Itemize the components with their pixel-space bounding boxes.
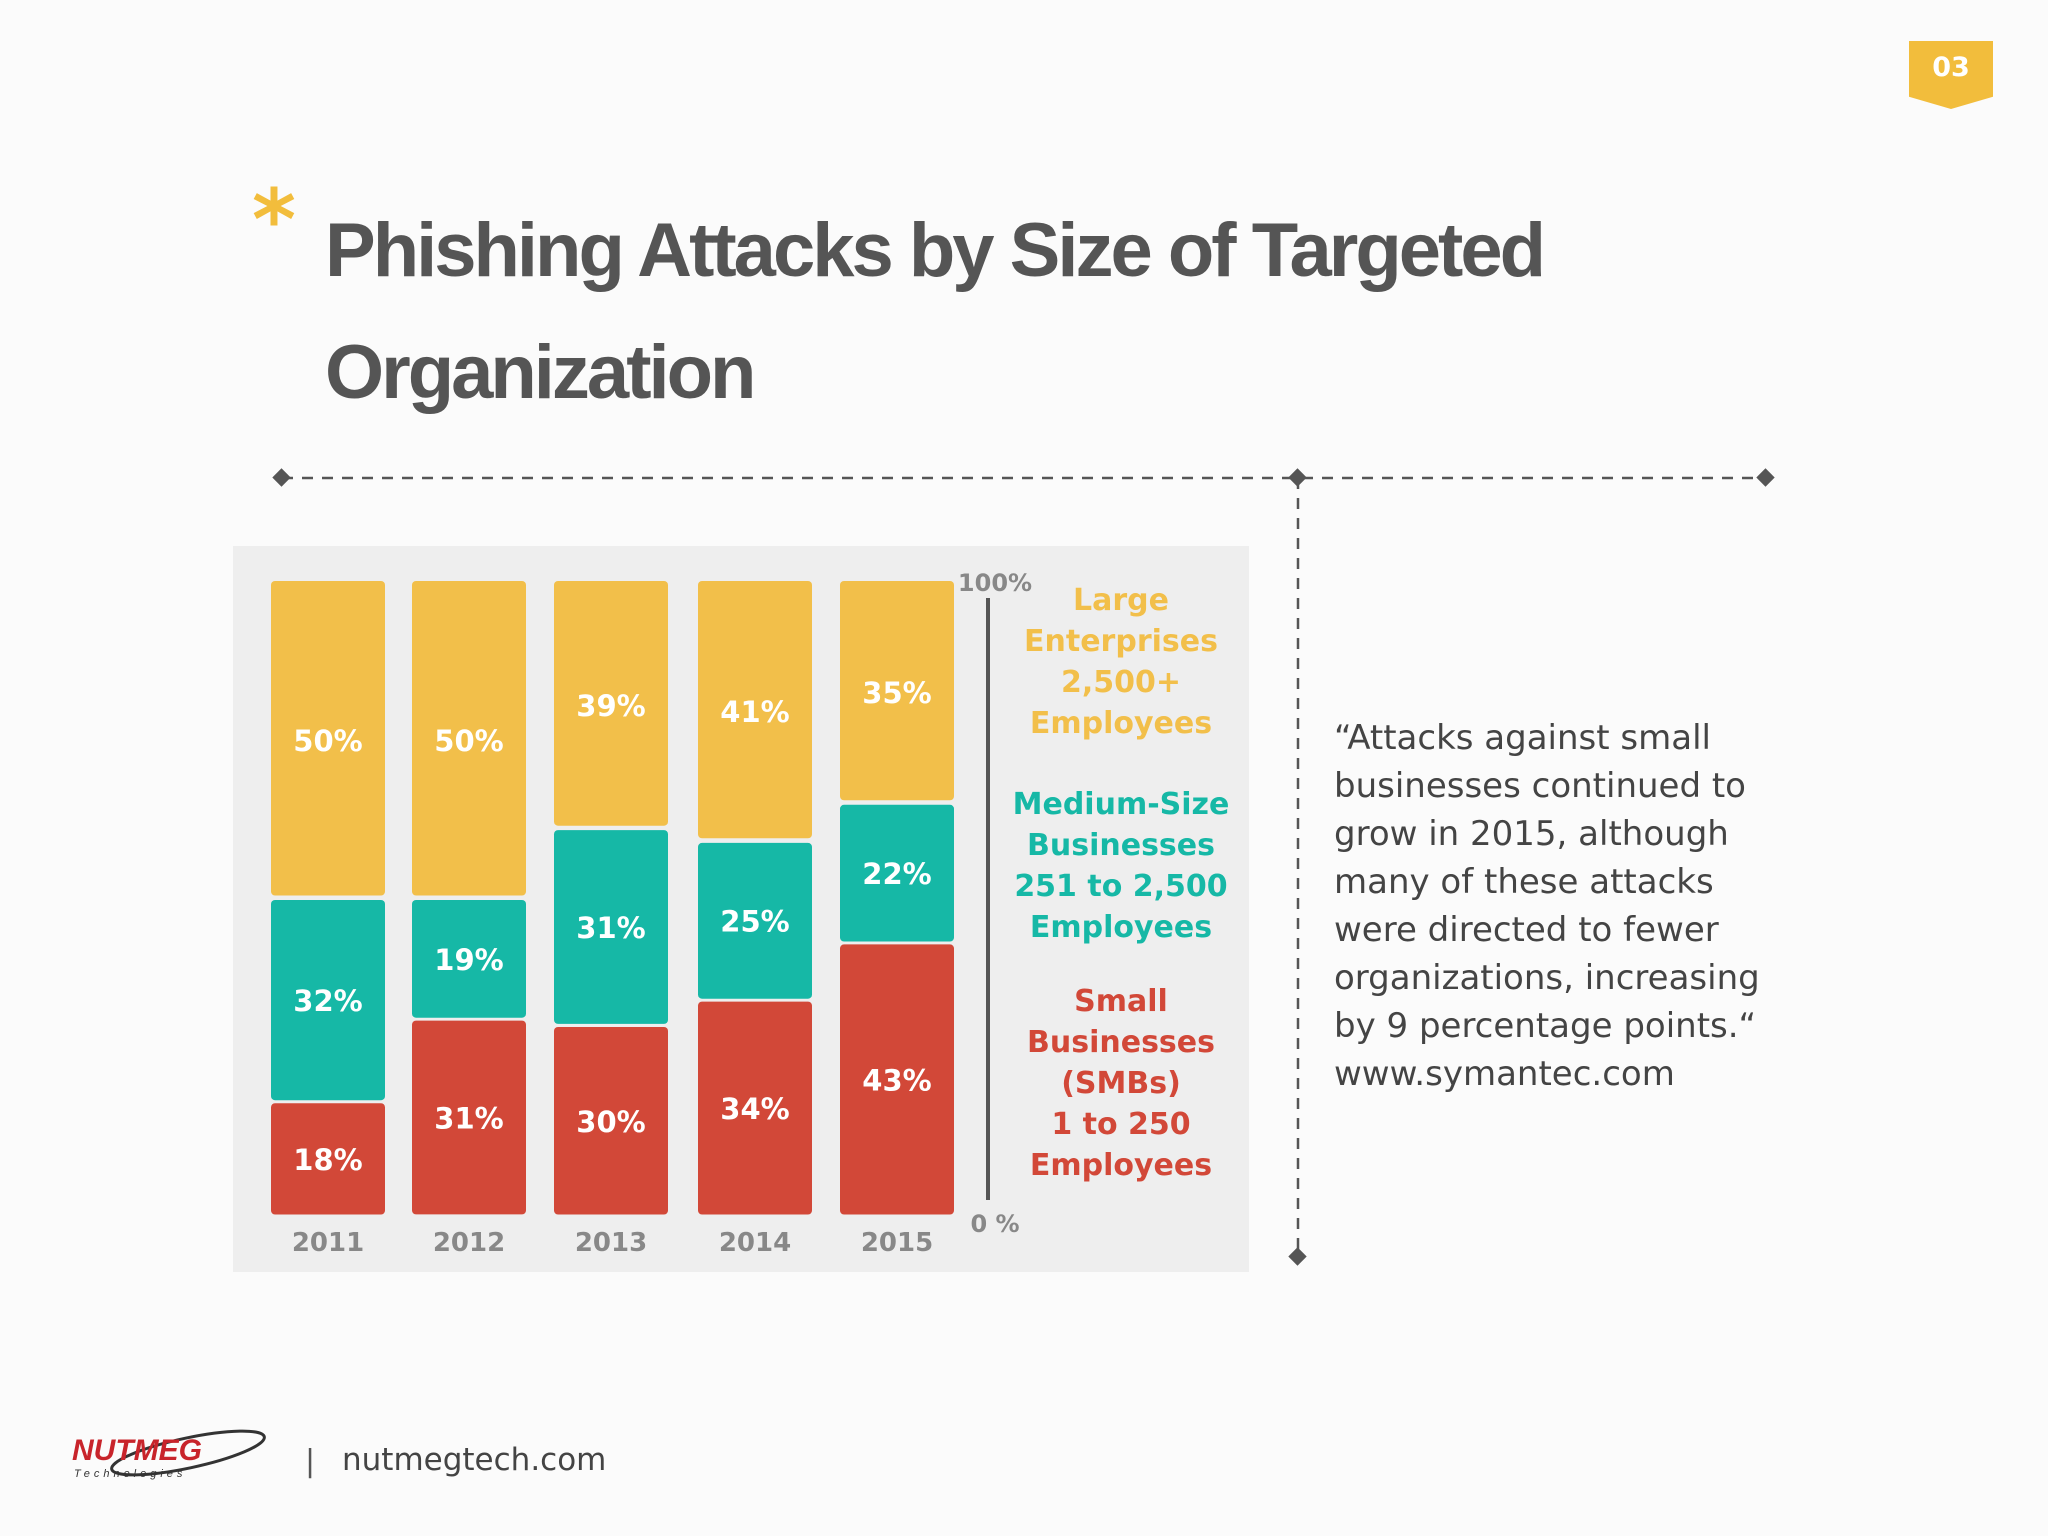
bar-segment xyxy=(840,944,954,1215)
data-label: 25% xyxy=(720,905,789,939)
page-number-badge: 03 xyxy=(1909,41,1993,109)
slide-title: Phishing Attacks by Size of Targeted Org… xyxy=(325,208,1546,415)
y-axis-bottom-label: 0 % xyxy=(970,1210,1019,1238)
quote-line: many of these attacks xyxy=(1334,862,1714,902)
divider-diamond-bottom xyxy=(1288,1247,1307,1266)
legend-label: Enterprises xyxy=(1024,624,1218,659)
divider-diamond-right xyxy=(1756,468,1775,487)
data-label: 34% xyxy=(720,1092,789,1126)
legend-label: Businesses xyxy=(1027,1025,1215,1060)
data-label: 18% xyxy=(293,1143,362,1177)
legend-label: Large xyxy=(1073,583,1169,618)
x-tick-label: 2015 xyxy=(861,1228,933,1258)
bar-segment xyxy=(412,900,526,1018)
bar-segment xyxy=(554,581,668,826)
data-label: 41% xyxy=(720,695,789,729)
bar-segment xyxy=(412,1020,526,1215)
legend-label: Businesses xyxy=(1027,828,1215,863)
bar-segment xyxy=(698,581,812,839)
symantec-quote: “Attacks against small businesses contin… xyxy=(1334,714,1804,1098)
bar-segment xyxy=(271,1103,385,1215)
divider-diamond-middle xyxy=(1288,468,1307,487)
bar-segment xyxy=(271,581,385,896)
data-label: 50% xyxy=(434,724,503,758)
bar-segment xyxy=(412,581,526,896)
logo-text: NUTMEG xyxy=(72,1434,202,1467)
logo-swoosh xyxy=(110,1429,266,1477)
bar-segment xyxy=(271,900,385,1101)
quote-source: www.symantec.com xyxy=(1334,1054,1675,1094)
legend-label: Employees xyxy=(1030,910,1212,945)
quote-line: organizations, increasing xyxy=(1334,958,1760,998)
legend-label: 251 to 2,500 xyxy=(1014,869,1227,904)
data-label: 31% xyxy=(434,1102,503,1136)
legend-label: (SMBs) xyxy=(1061,1066,1181,1101)
x-tick-label: 2013 xyxy=(575,1228,647,1258)
bar-segment xyxy=(554,1027,668,1215)
divider-diamond-left xyxy=(272,468,291,487)
bar-segment xyxy=(698,842,812,999)
quote-line: grow in 2015, although xyxy=(1334,814,1729,854)
quote-line: businesses continued to xyxy=(1334,766,1746,806)
footer-separator: | xyxy=(305,1444,316,1479)
legend-label: Medium-Size xyxy=(1013,787,1230,822)
data-label: 39% xyxy=(576,689,645,723)
data-label: 30% xyxy=(576,1105,645,1139)
data-label: 35% xyxy=(862,676,931,710)
data-label: 32% xyxy=(293,984,362,1018)
data-label: 31% xyxy=(576,911,645,945)
legend-label: Small xyxy=(1074,984,1168,1019)
bar-segment xyxy=(840,804,954,942)
y-axis-top-label: 100% xyxy=(958,569,1032,597)
stacked-bar-chart: 18% 32% 50% 2011 31% 19% 50% 2012 30% 31% 39% 2013 3… xyxy=(271,569,1230,1258)
nutmeg-logo: NUTMEG Technologies xyxy=(72,1429,266,1480)
footer-url: nutmegtech.com xyxy=(342,1442,607,1478)
logo-subtext: Technologies xyxy=(74,1468,186,1480)
quote-line: “Attacks against small xyxy=(1334,718,1711,758)
legend-label: 1 to 250 xyxy=(1051,1107,1190,1142)
legend-label: Employees xyxy=(1030,1148,1212,1183)
phishing-chart: 18% 32% 50% 2011 31% 19% 50% 2012 30% 31% 39% 2013 3… xyxy=(233,546,1249,1272)
bar-segment xyxy=(698,1001,812,1215)
page-number: 03 xyxy=(1932,52,1970,83)
data-label: 22% xyxy=(862,857,931,891)
quote-line: by 9 percentage points.“ xyxy=(1334,1006,1757,1046)
data-label: 50% xyxy=(293,724,362,758)
title-asterisk: * xyxy=(252,171,296,269)
bar-segment xyxy=(554,830,668,1024)
legend-label: 2,500+ xyxy=(1061,665,1181,700)
bar-segment xyxy=(840,581,954,801)
legend-label: Employees xyxy=(1030,706,1212,741)
x-tick-label: 2012 xyxy=(433,1228,505,1258)
x-tick-label: 2011 xyxy=(292,1228,364,1258)
data-label: 43% xyxy=(862,1064,931,1098)
quote-line: were directed to fewer xyxy=(1334,910,1719,950)
x-tick-label: 2014 xyxy=(719,1228,791,1258)
data-label: 19% xyxy=(434,943,503,977)
